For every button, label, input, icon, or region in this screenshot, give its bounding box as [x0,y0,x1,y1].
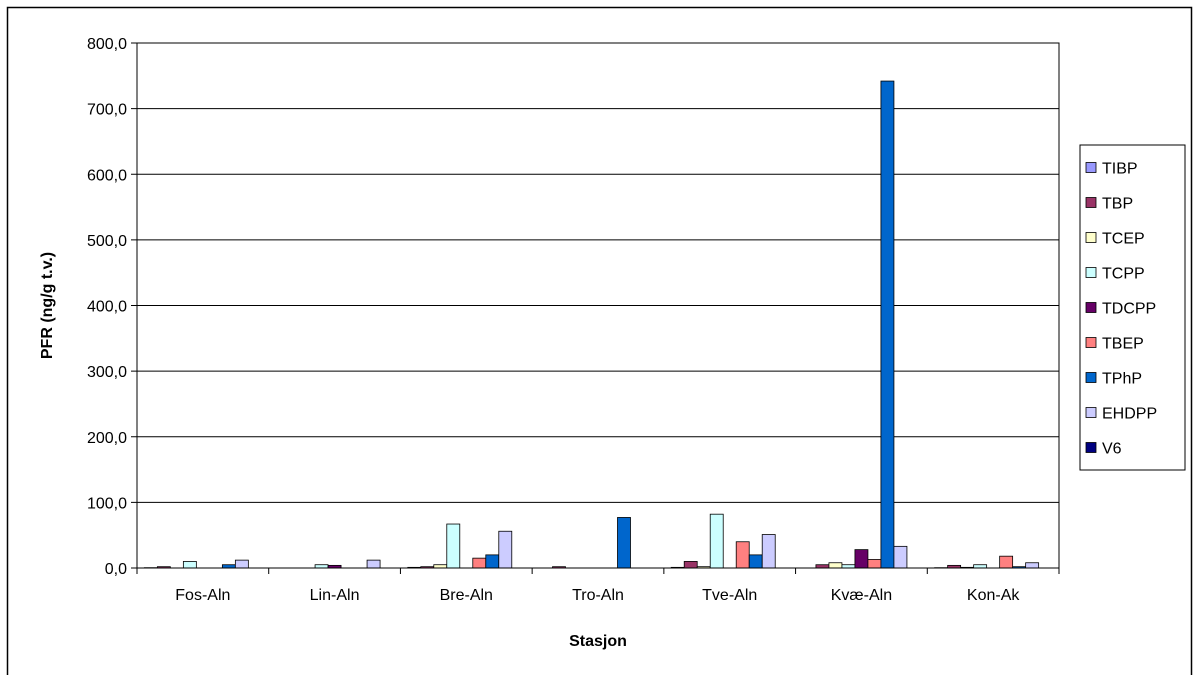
legend-swatch [1086,268,1096,278]
y-tick-label: 400,0 [87,299,127,316]
x-tick-label: Tve-Aln [702,587,757,604]
legend-swatch [1086,198,1096,208]
bar-tphp-tro-aln [618,517,631,568]
legend-swatch [1086,373,1096,383]
bar-ehdpp-lin-aln [367,560,380,568]
x-axis-title: Stasjon [569,633,627,650]
bar-tbp-tve-aln [684,561,697,568]
y-axis-title: PFR (ng/g t.v.) [39,252,56,359]
legend-label: TIBP [1102,161,1138,178]
legend-swatch [1086,233,1096,243]
legend: TIBP TBP TCEP TCPP TDCPP TBEP TPhP EHDPP V6 [1080,145,1185,470]
bar-tphp-tve-aln [749,555,762,568]
legend-label: TPhP [1102,371,1142,388]
bar-tcpp-tve-aln [710,514,723,568]
bar-ehdpp-tve-aln [762,535,775,568]
bar-tcpp-bre-aln [447,524,460,568]
bar-tbep-kvæ-aln [868,559,881,568]
y-tick-label: 0,0 [105,561,127,578]
legend-label: TCEP [1102,231,1145,248]
x-tick-label: Fos-Aln [175,587,230,604]
legend-label: V6 [1102,441,1122,458]
y-tick-label: 100,0 [87,495,127,512]
x-tick-label: Kon-Ak [967,587,1020,604]
bar-tdcpp-kvæ-aln [855,550,868,568]
y-tick-label: 800,0 [87,36,127,53]
legend-label: TCPP [1102,266,1145,283]
legend-swatch [1086,338,1096,348]
legend-label: TDCPP [1102,301,1156,318]
bar-ehdpp-bre-aln [499,531,512,568]
x-tick-label: Kvæ-Aln [831,587,892,604]
bar-ehdpp-kon-ak [1026,563,1039,568]
bar-tcpp-fos-aln [183,561,196,568]
legend-label: TBEP [1102,336,1144,353]
legend-swatch [1086,163,1096,173]
x-tick-label: Bre-Aln [440,587,493,604]
bar-ehdpp-kvæ-aln [894,546,907,568]
legend-swatch [1086,408,1096,418]
y-tick-label: 700,0 [87,102,127,119]
bar-tbep-kon-ak [1000,556,1013,568]
legend-label: TBP [1102,196,1133,213]
y-tick-label: 200,0 [87,430,127,447]
legend-label: EHDPP [1102,406,1157,423]
bar-tphp-kvæ-aln [881,81,894,568]
bar-tbep-bre-aln [473,558,486,568]
legend-swatch [1086,303,1096,313]
y-tick-label: 300,0 [87,364,127,381]
bar-tphp-bre-aln [486,555,499,568]
bar-ehdpp-fos-aln [235,560,248,568]
legend-swatch [1086,443,1096,453]
x-tick-label: Lin-Aln [310,587,360,604]
x-tick-label: Tro-Aln [572,587,624,604]
y-tick-label: 500,0 [87,233,127,250]
bar-tcep-kvæ-aln [829,563,842,568]
bar-tbep-tve-aln [736,542,749,568]
y-tick-label: 600,0 [87,167,127,184]
